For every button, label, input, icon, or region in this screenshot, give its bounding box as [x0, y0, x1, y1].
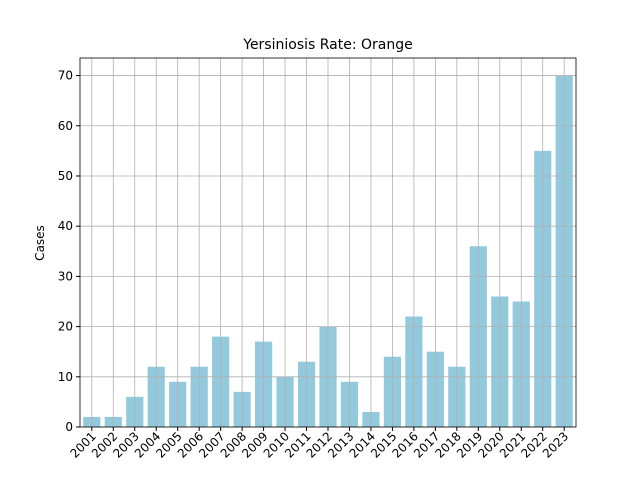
y-tick-label: 30: [58, 269, 73, 283]
y-tick-label: 50: [58, 169, 73, 183]
y-tick-label: 60: [58, 119, 73, 133]
chart-title: Yersiniosis Rate: Orange: [242, 37, 413, 53]
y-tick-label: 0: [65, 420, 73, 434]
plot-frame: [79, 57, 577, 428]
y-tick-label: 10: [58, 370, 73, 384]
y-tick-label: 20: [58, 320, 73, 334]
y-tick-label: 70: [58, 69, 73, 83]
y-axis-label: Cases: [33, 225, 47, 261]
y-tick-label: 40: [58, 219, 73, 233]
